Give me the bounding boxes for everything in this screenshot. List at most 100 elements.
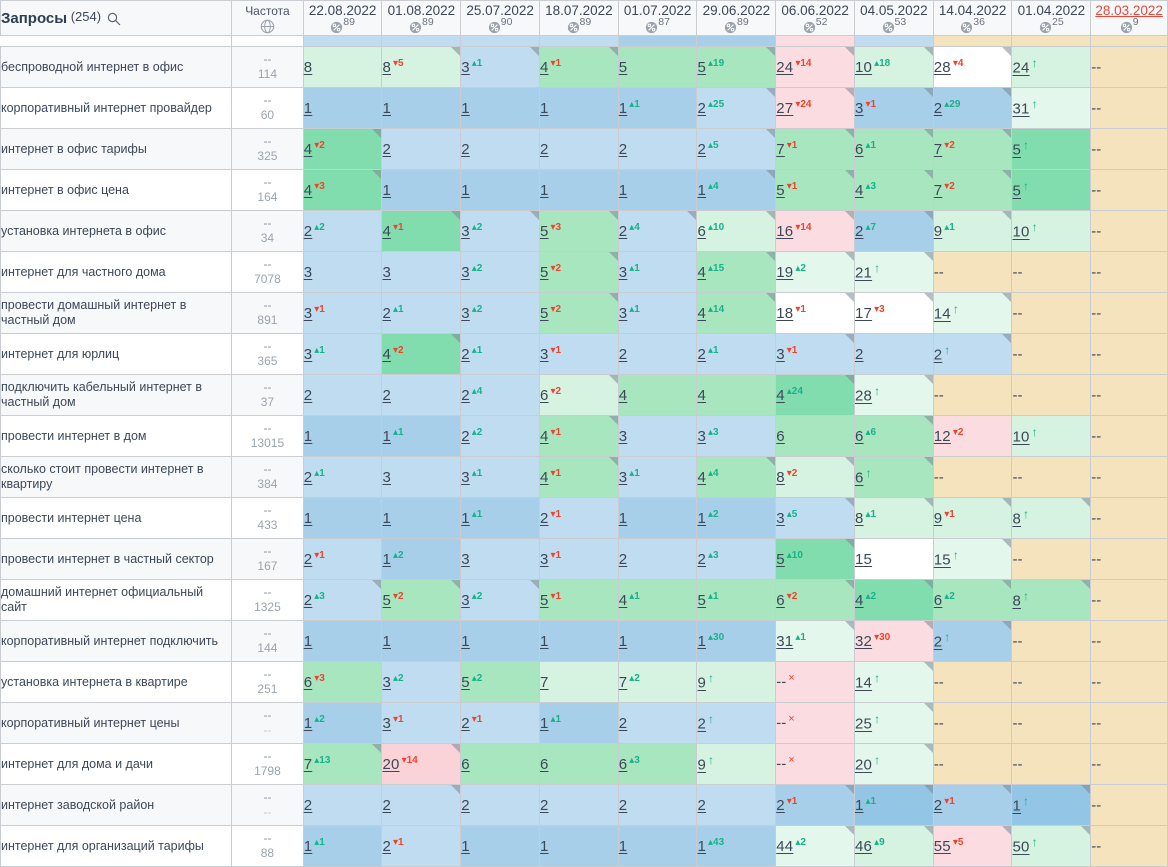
position-cell[interactable]: 8 ↑ [1011, 497, 1092, 539]
position-cell[interactable]: 7 ▾2 [932, 128, 1013, 170]
position-cell[interactable]: 6 ↑ [853, 456, 934, 498]
position-cell[interactable]: 1 ▴1 [460, 497, 540, 539]
table-row[interactable]: подключить кабельный интернет в частный … [0, 374, 1168, 416]
position-cell[interactable]: 2 [381, 128, 462, 170]
position-cell[interactable]: 1 [617, 169, 698, 211]
position-cell[interactable]: 2 ▴25 [696, 87, 777, 129]
position-cell[interactable]: 6 ▴10 [696, 210, 777, 252]
position-cell[interactable]: 1 ▴1 [302, 825, 383, 867]
position-cell[interactable]: 15 [853, 538, 934, 580]
table-row[interactable]: сколько стоит провести интернет в кварти… [0, 456, 1168, 498]
position-cell[interactable]: 1 ▴43 [696, 825, 777, 867]
position-cell[interactable]: 2 ▴4 [617, 210, 698, 252]
position-cell[interactable]: 1 [381, 87, 462, 129]
position-cell[interactable]: 7 ▾1 [775, 128, 855, 170]
position-cell[interactable]: 1 [538, 620, 619, 662]
position-cell[interactable]: -- [1090, 87, 1168, 129]
position-cell[interactable]: 5 ▴19 [696, 46, 777, 88]
position-cell[interactable]: -- [1011, 743, 1092, 785]
position-cell[interactable]: 7 ▴13 [302, 743, 383, 785]
position-cell[interactable]: 6 [775, 415, 855, 457]
position-cell[interactable]: 9 ▴1 [932, 210, 1013, 252]
position-cell[interactable]: 7 ▴2 [617, 661, 698, 703]
position-cell[interactable]: 4 ▾1 [538, 46, 619, 88]
position-cell[interactable]: 4 ▾3 [302, 169, 383, 211]
position-cell[interactable]: 7 ▾2 [932, 169, 1013, 211]
keyword-cell[interactable]: корпоративный интернет провайдер [0, 87, 233, 129]
position-cell[interactable]: -- [1090, 333, 1168, 375]
position-cell[interactable]: 6 [460, 743, 540, 785]
position-cell[interactable]: 5 ▾2 [538, 292, 619, 334]
position-cell[interactable]: 5 ▾3 [538, 210, 619, 252]
keyword-cell[interactable]: подключить кабельный интернет в частный … [0, 374, 233, 416]
position-cell[interactable]: 6 ▴6 [853, 415, 934, 457]
position-cell[interactable]: -- [1090, 292, 1168, 334]
position-cell[interactable]: 5 ↑ [1011, 128, 1092, 170]
position-cell[interactable]: 12 ▾2 [932, 415, 1013, 457]
table-row[interactable]: корпоративный интернет цены -- -- 1 ▴2 3 ▾1 2 ▾1… [0, 702, 1168, 744]
position-cell[interactable]: 20 ▾14 [381, 743, 462, 785]
position-cell[interactable]: 55 ▾5 [932, 825, 1013, 867]
position-cell[interactable]: 2 ▾1 [775, 784, 855, 826]
table-row[interactable]: домашний интернет официальный сайт -- 1325… [0, 579, 1168, 621]
position-cell[interactable]: -- [1090, 169, 1168, 211]
position-cell[interactable]: 3 ▴2 [460, 251, 540, 293]
position-cell[interactable]: 3 ▴1 [617, 456, 698, 498]
position-cell[interactable]: 1 [460, 620, 540, 662]
position-cell[interactable]: 50 ↑ [1011, 825, 1092, 867]
position-cell[interactable]: 8 ▾5 [381, 46, 462, 88]
table-row[interactable]: беспроводной интернет в офис -- 114 8 8 ▾5 3 ▴1… [0, 46, 1168, 88]
position-cell[interactable]: 9 ↑ [696, 661, 777, 703]
position-cell[interactable]: 3 ▴2 [460, 579, 540, 621]
position-cell[interactable]: 2 ↑ [932, 333, 1013, 375]
position-cell[interactable]: 1 ▴30 [696, 620, 777, 662]
position-cell[interactable]: -- [1011, 374, 1092, 416]
keyword-cell[interactable]: беспроводной интернет в офис [0, 46, 233, 88]
position-cell[interactable]: 5 [617, 46, 698, 88]
position-cell[interactable]: -- [932, 456, 1013, 498]
position-cell[interactable]: -- [932, 743, 1013, 785]
position-cell[interactable]: 1 ▴1 [617, 87, 698, 129]
table-row[interactable]: корпоративный интернет провайдер -- 60 1 1 1 1… [0, 87, 1168, 129]
position-cell[interactable]: 2 ▾1 [381, 825, 462, 867]
position-cell[interactable]: 5 ▾2 [381, 579, 462, 621]
position-cell[interactable]: -- × [775, 661, 855, 703]
position-cell[interactable]: 4 ▴4 [696, 456, 777, 498]
position-cell[interactable]: 2 [853, 333, 934, 375]
position-cell[interactable]: 2 [617, 128, 698, 170]
position-cell[interactable]: 2 ▴1 [696, 333, 777, 375]
position-cell[interactable]: -- × [775, 702, 855, 744]
position-cell[interactable]: 1 ▴4 [696, 169, 777, 211]
date-column-header[interactable]: 01.08.2022 89 [381, 0, 462, 36]
position-cell[interactable]: -- [1090, 825, 1168, 867]
position-cell[interactable]: 44 ▴2 [775, 825, 855, 867]
keyword-cell[interactable]: интернет в офис тарифы [0, 128, 233, 170]
position-cell[interactable]: -- [1011, 661, 1092, 703]
position-cell[interactable]: -- [1011, 702, 1092, 744]
position-cell[interactable]: 3 ▴1 [617, 251, 698, 293]
table-row[interactable]: провести интернет в частный сектор -- 167 2… [0, 538, 1168, 580]
keyword-cell[interactable]: интернет в офис цена [0, 169, 233, 211]
position-cell[interactable]: 2 [460, 784, 540, 826]
position-cell[interactable]: 1 ▴1 [538, 702, 619, 744]
position-cell[interactable]: 31 ▴1 [775, 620, 855, 662]
date-column-header[interactable]: 29.06.2022 89 [696, 0, 777, 36]
position-cell[interactable]: 8 ▾2 [775, 456, 855, 498]
position-cell[interactable]: 3 ▴3 [696, 415, 777, 457]
position-cell[interactable]: 2 ▾1 [932, 784, 1013, 826]
position-cell[interactable]: -- [1011, 456, 1092, 498]
position-cell[interactable]: 4 ▾1 [381, 210, 462, 252]
position-cell[interactable]: 31 ↑ [1011, 87, 1092, 129]
table-row[interactable]: интернет заводской район -- -- 2 2 2 2 2 2 2 ▾1 1 ▴1… [0, 784, 1168, 826]
position-cell[interactable]: 2 ↑ [696, 702, 777, 744]
table-row[interactable]: провести интернет в дом -- 13015 1 1 ▴1 2 ▴2 4 ▾1… [0, 415, 1168, 457]
position-cell[interactable]: 3 ▾1 [538, 538, 619, 580]
position-cell[interactable]: 2 [381, 784, 462, 826]
position-cell[interactable]: 2 ▾1 [538, 497, 619, 539]
position-cell[interactable]: 3 ▴1 [460, 456, 540, 498]
position-cell[interactable]: 1 ▴1 [853, 784, 934, 826]
position-cell[interactable]: 25 ↑ [853, 702, 934, 744]
position-cell[interactable]: 1 [302, 620, 383, 662]
position-cell[interactable]: -- [1011, 538, 1092, 580]
position-cell[interactable]: 4 ▴24 [775, 374, 855, 416]
